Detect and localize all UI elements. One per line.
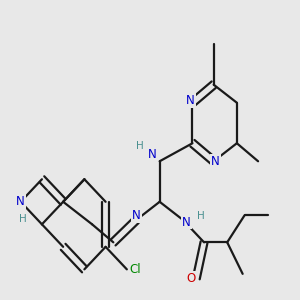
Text: N: N (148, 148, 156, 161)
Text: N: N (186, 94, 195, 107)
Text: N: N (211, 155, 220, 168)
Text: Cl: Cl (130, 263, 141, 276)
Text: H: H (19, 214, 26, 224)
Text: H: H (197, 211, 205, 221)
Text: H: H (136, 141, 143, 151)
Text: O: O (186, 272, 195, 285)
Text: N: N (182, 216, 191, 229)
Text: N: N (16, 195, 25, 208)
Text: N: N (132, 209, 141, 222)
